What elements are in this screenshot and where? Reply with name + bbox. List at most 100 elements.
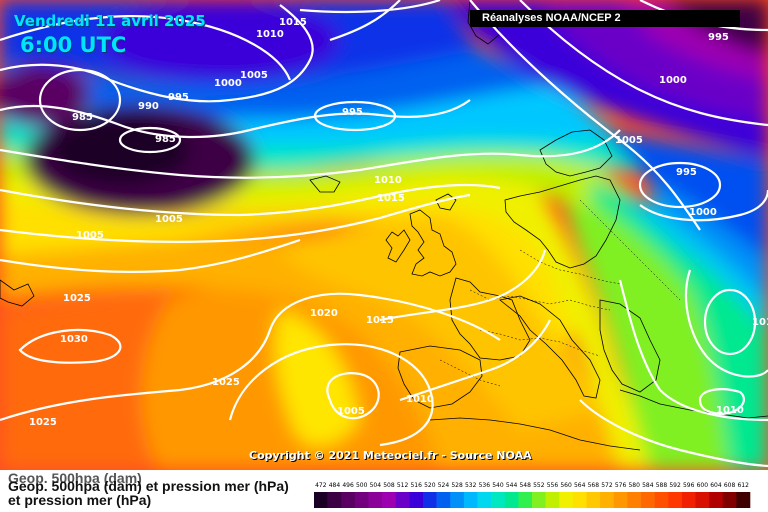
legend-label: 532 (465, 482, 477, 489)
legend-swatch (736, 492, 751, 508)
isobar-label: 995 (342, 107, 363, 118)
isobars (0, 0, 768, 468)
legend-label: 524 (438, 482, 450, 489)
isobar-label: 1015 (377, 193, 405, 204)
isobar-label: 1005 (155, 214, 183, 225)
legend-swatch (722, 492, 737, 508)
caption-line-2: Geop. 500hpa (dam) et pression mer (hPa) (8, 478, 289, 494)
legend-swatch (600, 492, 615, 508)
legend-swatch (423, 492, 437, 508)
legend-swatch (463, 492, 478, 508)
legend-label: 472 (315, 482, 327, 489)
legend-label: 528 (451, 482, 463, 489)
legend-swatch (559, 492, 574, 508)
legend-label: 552 (533, 482, 545, 489)
isobar-label: 1005 (76, 230, 104, 241)
isobar-labels: 1015 1010 1005 1000 995 990 985 985 995 … (29, 17, 768, 428)
legend-swatch (314, 492, 328, 508)
legend-label: 484 (329, 482, 341, 489)
legend-swatch (327, 492, 342, 508)
coastlines (0, 0, 768, 451)
isobar-label: 1010 (374, 175, 402, 186)
legend-label: 500 (356, 482, 368, 489)
isobar-label: 995 (708, 32, 729, 43)
legend-label: 580 (628, 482, 640, 489)
isobar-label: 1005 (337, 406, 365, 417)
isobar-label: 985 (72, 112, 93, 123)
legend-swatch (668, 492, 683, 508)
legend-label: 600 (697, 482, 709, 489)
legend-swatch (641, 492, 655, 508)
legend-swatch (518, 492, 533, 508)
legend-label: 608 (724, 482, 736, 489)
legend-swatch (395, 492, 410, 508)
isobar-label: 985 (155, 134, 176, 145)
legend-swatch (409, 492, 424, 508)
legend-label: 596 (683, 482, 695, 489)
legend-label: 536 (479, 482, 491, 489)
legend-label: 560 (560, 482, 572, 489)
legend-swatch (586, 492, 601, 508)
legend-label: 540 (492, 482, 504, 489)
isobar-label: 1025 (63, 293, 91, 304)
legend-label: 592 (669, 482, 681, 489)
geopotential-field (0, 0, 768, 470)
weather-map: 1015 1010 1005 1000 995 990 985 985 995 … (0, 0, 768, 470)
isobar-label: 1000 (659, 75, 687, 86)
isobar-label: 995 (676, 167, 697, 178)
isobar-label: 990 (138, 101, 159, 112)
isobar-label: 1005 (240, 70, 268, 81)
isobar-label: 1010 (752, 317, 768, 328)
legend-swatch (477, 492, 492, 508)
isobar-label: 1015 (279, 17, 307, 28)
legend-label: 556 (547, 482, 559, 489)
isobar-label: 1010 (406, 394, 434, 405)
legend-swatch (695, 492, 710, 508)
isobar-label: 995 (168, 92, 189, 103)
legend-swatch (545, 492, 560, 508)
legend-swatch (368, 492, 383, 508)
legend-label: 544 (506, 482, 518, 489)
map-time: 6:00 UTC (20, 33, 127, 57)
isobar-label: 1020 (310, 308, 338, 319)
isobar-label: 1010 (716, 405, 744, 416)
isobar-label: 1000 (689, 207, 717, 218)
legend-swatch (627, 492, 642, 508)
legend-swatch (382, 492, 397, 508)
legend-swatch (450, 492, 465, 508)
isobar-label: 1010 (256, 29, 284, 40)
legend-swatch (572, 492, 587, 508)
isobar-label: 1025 (29, 417, 57, 428)
legend-label: 520 (424, 482, 436, 489)
color-scale-legend: 472 484 496 500 504 508 512 516 520 524 528 532 536 5… (314, 482, 751, 508)
legend-swatch (654, 492, 669, 508)
legend-label: 508 (383, 482, 395, 489)
legend-swatch (504, 492, 519, 508)
map-date: Vendredi 11 avril 2025 (14, 12, 206, 30)
legend-label: 604 (710, 482, 722, 489)
legend-swatch (341, 492, 356, 508)
copyright-notice: Copyright © 2021 Meteociel.fr - Source N… (249, 449, 532, 462)
legend-label: 512 (397, 482, 409, 489)
legend-label: 576 (615, 482, 627, 489)
caption-line-1: Geop. 500hpa (dam) (8, 470, 142, 486)
isobar-label: 1000 (214, 78, 242, 89)
legend-swatch (491, 492, 506, 508)
legend-swatch (709, 492, 724, 508)
isobar-label: 1005 (615, 135, 643, 146)
legend-label: 548 (519, 482, 531, 489)
isobar-label: 1025 (212, 377, 240, 388)
legend-label: 564 (574, 482, 586, 489)
legend-label: 516 (410, 482, 422, 489)
legend-label: 568 (588, 482, 600, 489)
legend-label: 504 (370, 482, 382, 489)
legend-swatch (613, 492, 628, 508)
legend-label: 496 (342, 482, 354, 489)
legend-label: 572 (601, 482, 613, 489)
legend-swatch (532, 492, 546, 508)
isobar-label: 1030 (60, 334, 88, 345)
legend-label: 584 (642, 482, 654, 489)
source-banner: Réanalyses NOAA/NCEP 2 (470, 10, 740, 27)
caption-line-3: et pression mer (hPa) (8, 492, 152, 508)
isobar-label: 1015 (366, 315, 394, 326)
